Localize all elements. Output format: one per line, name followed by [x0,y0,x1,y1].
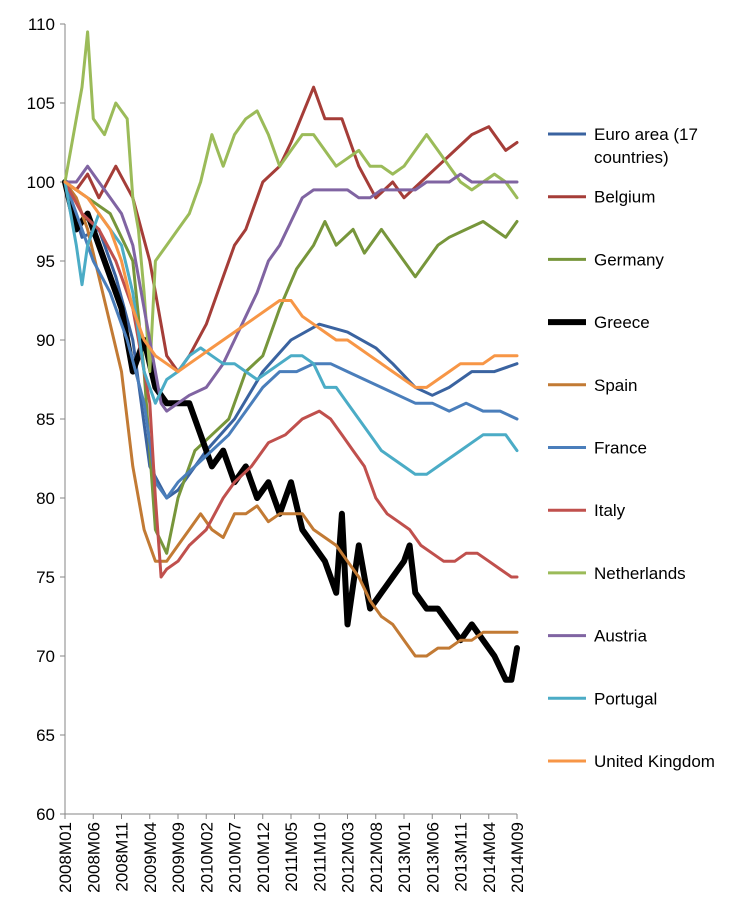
legend-label-belgium: Belgium [594,188,655,207]
legend-label-austria: Austria [594,627,647,646]
x-tick-label: 2009M04 [141,822,160,893]
series-line-italy [63,180,519,579]
series-line-spain [63,180,519,658]
x-tick-label: 2013M11 [452,822,471,892]
x-tick-label: 2013M01 [395,822,414,893]
series-line-netherlands [63,30,519,374]
y-tick-label: 70 [36,647,55,666]
x-axis-tick-labels: 2008M01 2008M06 2008M11 2009M04 2009M09 2010M… [56,822,527,893]
x-tick-label: 2008M11 [113,822,132,892]
y-tick-label: 100 [27,173,55,192]
x-tick-label: 2011M05 [282,822,301,892]
legend-label-euro-area-17-countries: countries) [594,148,669,167]
x-tick-label: 2014M04 [480,822,499,893]
legend: Euro area (17 countries) Belgium Germany Gre… [548,125,715,771]
y-tick-label: 95 [36,252,55,271]
y-tick-label: 65 [36,726,55,745]
legend-label-italy: Italy [594,501,626,520]
x-tick-label: 2010M12 [254,822,273,893]
x-tick-label: 2013M06 [423,822,442,893]
legend-label-greece: Greece [594,313,650,332]
x-tick-label: 2008M01 [56,822,75,893]
series-line-greece [62,179,520,683]
x-tick-label: 2008M06 [84,822,103,893]
legend-label-euro-area-17-countries: Euro area (17 [594,125,698,144]
x-tick-label: 2010M02 [197,822,216,893]
legend-label-spain: Spain [594,376,637,395]
y-tick-label: 75 [36,568,55,587]
y-tick-label: 110 [28,15,55,34]
axes [60,23,518,819]
x-tick-label: 2014M09 [508,822,527,893]
legend-label-france: France [594,439,647,458]
series-lines [62,30,520,683]
series-line-austria [63,164,519,413]
legend-label-portugal: Portugal [594,689,657,708]
y-tick-label: 85 [36,410,55,429]
series-line-portugal [63,180,519,476]
legend-label-netherlands: Netherlands [594,564,686,583]
legend-label-germany: Germany [594,250,664,269]
y-tick-label: 60 [36,805,55,824]
series-line-france [63,180,519,500]
y-axis-tick-labels: 60 65 70 75 80 85 90 95 100 105 110 [27,15,55,824]
x-tick-label: 2010M07 [226,822,245,893]
x-tick-label: 2009M09 [169,822,188,893]
y-tick-label: 105 [27,94,55,113]
x-tick-label: 2012M08 [367,822,386,893]
y-tick-label: 80 [36,489,55,508]
y-tick-label: 90 [36,331,55,350]
series-line-united-kingdom [63,180,519,389]
x-tick-label: 2011M10 [310,822,329,892]
x-tick-label: 2012M03 [339,822,358,893]
legend-label-united-kingdom: United Kingdom [594,752,715,771]
